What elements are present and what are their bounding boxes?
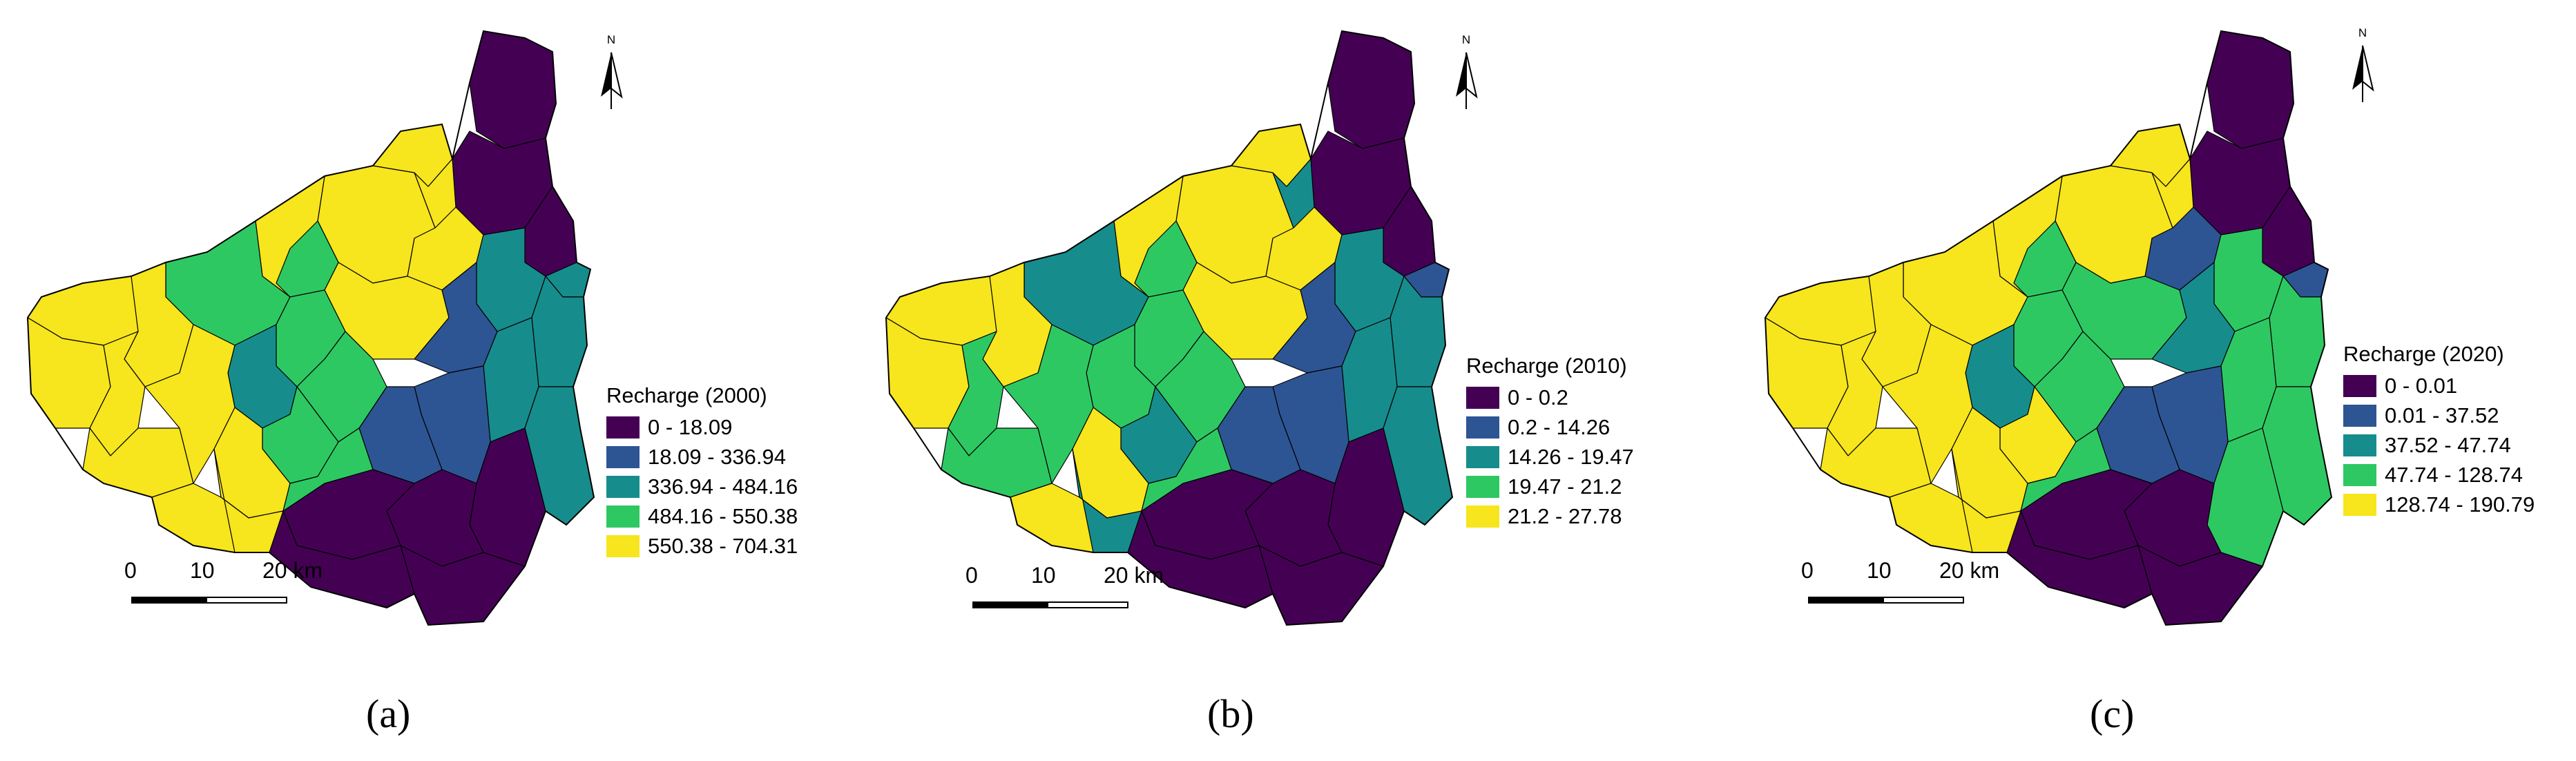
- north-arrow-icon: N: [1442, 33, 1490, 116]
- sub-basin: [2207, 30, 2294, 149]
- sub-basin: [2020, 427, 2111, 512]
- legend-swatch: [1466, 416, 1499, 439]
- legend-item: 128.74 - 190.79: [2343, 490, 2535, 519]
- legend-item: 14.26 - 19.47: [1466, 442, 1634, 472]
- sub-basin: [1882, 324, 1973, 484]
- map-panel-c: N Recharge (2020) 0 - 0.01 0.01 - 37.52 …: [1717, 0, 2575, 761]
- legend-swatch: [2343, 374, 2376, 397]
- legend-label: 484.16 - 550.38: [648, 503, 798, 528]
- legend-swatch: [606, 475, 640, 498]
- legend-label: 0 - 18.09: [648, 414, 733, 439]
- basin-outline: [1764, 30, 2333, 626]
- legend-item: 47.74 - 128.74: [2343, 460, 2535, 490]
- legend-label: 37.52 - 47.74: [2385, 432, 2511, 457]
- legend-label: 14.26 - 19.47: [1508, 444, 1634, 469]
- sub-basin: [1327, 30, 1415, 149]
- legend-item: 0.2 - 14.26: [1466, 412, 1634, 442]
- map-panel-b: N Recharge (2010) 0 - 0.2 0.2 - 14.26 14…: [858, 0, 1717, 761]
- legend-item: 37.52 - 47.74: [2343, 430, 2535, 460]
- legend-label: 0 - 0.01: [2385, 373, 2458, 398]
- legend-label: 47.74 - 128.74: [2385, 462, 2523, 487]
- legend-swatch: [606, 534, 640, 557]
- sub-basin: [1141, 427, 1232, 512]
- legend-item: 550.38 - 704.31: [606, 531, 798, 561]
- legend-title: Recharge (2010): [1466, 354, 1627, 378]
- sub-basin: [1003, 324, 1094, 484]
- watershed-map-c: [1764, 30, 2333, 626]
- map-panel-a: N Recharge (2000) 0 - 18.09 18.09 - 336.…: [0, 0, 858, 761]
- legend-item: 0.01 - 37.52: [2343, 401, 2535, 430]
- sub-basin: [469, 30, 557, 149]
- legend-swatch: [1466, 386, 1499, 409]
- scale-bar: 0 10 20 km: [1801, 558, 1999, 606]
- legend-item: 19.47 - 21.2: [1466, 472, 1634, 501]
- legend-swatch: [1466, 475, 1499, 498]
- caption-c: (c): [2090, 691, 2135, 736]
- scale-bar: 0 10 20 km: [124, 558, 323, 606]
- north-arrow-icon: N: [2338, 26, 2387, 109]
- legend-label: 0.2 - 14.26: [1508, 414, 1611, 439]
- scale-bar-white: [1883, 597, 1964, 604]
- legend-swatch: [606, 416, 640, 439]
- legend-label: 19.47 - 21.2: [1508, 474, 1622, 499]
- scale-label-0: 0: [1801, 558, 1814, 583]
- legend-label: 336.94 - 484.16: [648, 474, 798, 499]
- legend-item: 336.94 - 484.16: [606, 472, 798, 501]
- sub-basin: [282, 427, 374, 512]
- legend-a: Recharge (2000) 0 - 18.09 18.09 - 336.94…: [606, 383, 798, 561]
- legend-swatch: [2343, 404, 2376, 427]
- scale-bar-black: [131, 597, 206, 604]
- legend-swatch: [2343, 434, 2376, 456]
- scale-label-20: 20 km: [1104, 563, 1164, 588]
- legend-title: Recharge (2000): [606, 383, 767, 407]
- legend-item: 18.09 - 336.94: [606, 442, 798, 472]
- scale-bar-black: [972, 601, 1047, 608]
- scale-label-10: 10: [190, 558, 215, 583]
- legend-swatch: [1466, 445, 1499, 468]
- legend-label: 21.2 - 27.78: [1508, 503, 1622, 528]
- legend-swatch: [1466, 505, 1499, 528]
- legend-item: 0 - 18.09: [606, 412, 798, 442]
- basin-outline: [26, 30, 595, 626]
- scale-bar-white: [206, 597, 287, 604]
- scale-label-10: 10: [1031, 563, 1056, 588]
- legend-swatch: [606, 505, 640, 528]
- basin-outline: [885, 30, 1454, 626]
- scale-label-20: 20 km: [1939, 558, 2000, 583]
- legend-item: 0 - 0.01: [2343, 371, 2535, 401]
- legend-label: 0 - 0.2: [1508, 385, 1568, 410]
- legend-item: 484.16 - 550.38: [606, 501, 798, 531]
- watershed-map-b: [885, 30, 1454, 626]
- legend-swatch: [2343, 493, 2376, 516]
- legend-label: 18.09 - 336.94: [648, 444, 786, 469]
- sub-basin: [144, 324, 236, 484]
- scale-label-0: 0: [965, 563, 978, 588]
- scale-label-0: 0: [124, 558, 137, 583]
- legend-swatch: [606, 445, 640, 468]
- legend-label: 550.38 - 704.31: [648, 533, 798, 558]
- scale-bar: 0 10 20 km: [965, 563, 1164, 611]
- north-label: N: [1461, 33, 1471, 46]
- caption-b: (b): [1207, 691, 1254, 736]
- legend-item: 21.2 - 27.78: [1466, 501, 1634, 531]
- legend-c: Recharge (2020) 0 - 0.01 0.01 - 37.52 37…: [2343, 342, 2535, 519]
- north-arrow-icon: N: [587, 33, 635, 116]
- watershed-map-a: [26, 30, 595, 626]
- north-label: N: [606, 33, 616, 46]
- north-label: N: [2358, 26, 2367, 39]
- legend-label: 0.01 - 37.52: [2385, 403, 2499, 427]
- scale-bar-black: [1808, 597, 1883, 604]
- legend-swatch: [2343, 463, 2376, 486]
- caption-a: (a): [366, 691, 411, 736]
- legend-label: 128.74 - 190.79: [2385, 492, 2535, 517]
- legend-b: Recharge (2010) 0 - 0.2 0.2 - 14.26 14.2…: [1466, 354, 1634, 531]
- legend-title: Recharge (2020): [2343, 342, 2504, 366]
- scale-bar-white: [1047, 601, 1128, 608]
- scale-label-10: 10: [1867, 558, 1892, 583]
- legend-item: 0 - 0.2: [1466, 383, 1634, 412]
- scale-label-20: 20 km: [262, 558, 323, 583]
